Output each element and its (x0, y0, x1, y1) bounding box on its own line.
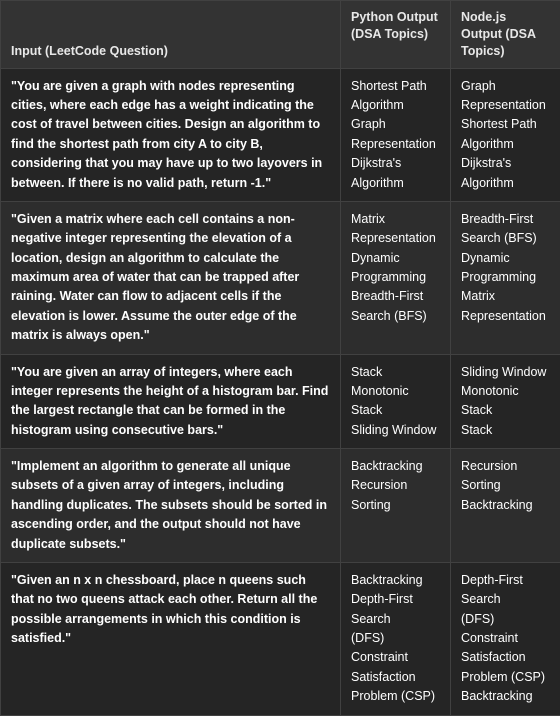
topic-line: Monotonic Stack (351, 382, 440, 421)
topic-line: Backtracking (461, 496, 550, 515)
topic-line: Representation (351, 135, 440, 154)
topic-line: Recursion (351, 476, 440, 495)
topic-line: Search (BFS) (351, 307, 440, 326)
python-topics-cell: MatrixRepresentationDynamicProgrammingBr… (341, 201, 451, 354)
topic-line: Monotonic Stack (461, 382, 550, 421)
topic-line: Algorithm (461, 174, 550, 193)
topic-line: Dijkstra's (351, 154, 440, 173)
table-row: "Implement an algorithm to generate all … (1, 449, 560, 563)
col-header-nodejs: Node.js Output (DSA Topics) (451, 1, 560, 69)
python-topics-cell: StackMonotonic StackSliding Window (341, 354, 451, 449)
topic-line: (DFS) (351, 629, 440, 648)
input-cell: "Given a matrix where each cell contains… (1, 201, 341, 354)
topic-line: Stack (461, 421, 550, 440)
topic-line: Algorithm (351, 174, 440, 193)
python-topics-cell: BacktrackingDepth-First Search(DFS)Const… (341, 562, 451, 715)
topic-line: Constraint (461, 629, 550, 648)
table-row: "Given an n x n chessboard, place n quee… (1, 562, 560, 715)
input-cell: "You are given a graph with nodes repres… (1, 68, 341, 201)
topic-line: Programming (351, 268, 440, 287)
topic-line: Problem (CSP) (461, 668, 550, 687)
topic-line: Breadth-First (461, 210, 550, 229)
topic-line: Representation (461, 96, 550, 115)
topic-line: Representation (461, 307, 550, 326)
topic-line: Graph (351, 115, 440, 134)
python-topics-cell: BacktrackingRecursionSorting (341, 449, 451, 563)
topic-line: Dynamic (461, 249, 550, 268)
topic-line: Programming (461, 268, 550, 287)
python-topics-cell: Shortest PathAlgorithmGraphRepresentatio… (341, 68, 451, 201)
topic-line: Sorting (351, 496, 440, 515)
topic-line: Dijkstra's (461, 154, 550, 173)
nodejs-topics-cell: RecursionSortingBacktracking (451, 449, 560, 563)
topic-line: Algorithm (351, 96, 440, 115)
topic-line: Matrix (351, 210, 440, 229)
topic-line: Backtracking (351, 571, 440, 590)
col-header-input: Input (LeetCode Question) (1, 1, 341, 69)
dsa-topics-table: Input (LeetCode Question) Python Output … (0, 0, 560, 716)
topic-line: Backtracking (351, 457, 440, 476)
topic-line: Matrix (461, 287, 550, 306)
input-cell: "Given an n x n chessboard, place n quee… (1, 562, 341, 715)
topic-line: Shortest Path (461, 115, 550, 134)
nodejs-topics-cell: GraphRepresentationShortest PathAlgorith… (451, 68, 560, 201)
topic-line: Sliding Window (351, 421, 440, 440)
nodejs-topics-cell: Depth-First Search(DFS)ConstraintSatisfa… (451, 562, 560, 715)
topic-line: Depth-First Search (351, 590, 440, 629)
topic-line: Dynamic (351, 249, 440, 268)
topic-line: Graph (461, 77, 550, 96)
col-header-python: Python Output (DSA Topics) (341, 1, 451, 69)
topic-line: Sorting (461, 476, 550, 495)
topic-line: Algorithm (461, 135, 550, 154)
input-cell: "Implement an algorithm to generate all … (1, 449, 341, 563)
table-row: "You are given an array of integers, whe… (1, 354, 560, 449)
table-body: "You are given a graph with nodes repres… (1, 68, 560, 715)
topic-line: Constraint (351, 648, 440, 667)
topic-line: Satisfaction (461, 648, 550, 667)
topic-line: Stack (351, 363, 440, 382)
topic-line: (DFS) (461, 610, 550, 629)
topic-line: Shortest Path (351, 77, 440, 96)
topic-line: Satisfaction (351, 668, 440, 687)
nodejs-topics-cell: Breadth-FirstSearch (BFS)DynamicProgramm… (451, 201, 560, 354)
topic-line: Representation (351, 229, 440, 248)
topic-line: Problem (CSP) (351, 687, 440, 706)
table-row: "Given a matrix where each cell contains… (1, 201, 560, 354)
topic-line: Recursion (461, 457, 550, 476)
topic-line: Sliding Window (461, 363, 550, 382)
topic-line: Backtracking (461, 687, 550, 706)
topic-line: Depth-First Search (461, 571, 550, 610)
nodejs-topics-cell: Sliding WindowMonotonic StackStack (451, 354, 560, 449)
input-cell: "You are given an array of integers, whe… (1, 354, 341, 449)
header-row: Input (LeetCode Question) Python Output … (1, 1, 560, 69)
topic-line: Breadth-First (351, 287, 440, 306)
table-row: "You are given a graph with nodes repres… (1, 68, 560, 201)
topic-line: Search (BFS) (461, 229, 550, 248)
